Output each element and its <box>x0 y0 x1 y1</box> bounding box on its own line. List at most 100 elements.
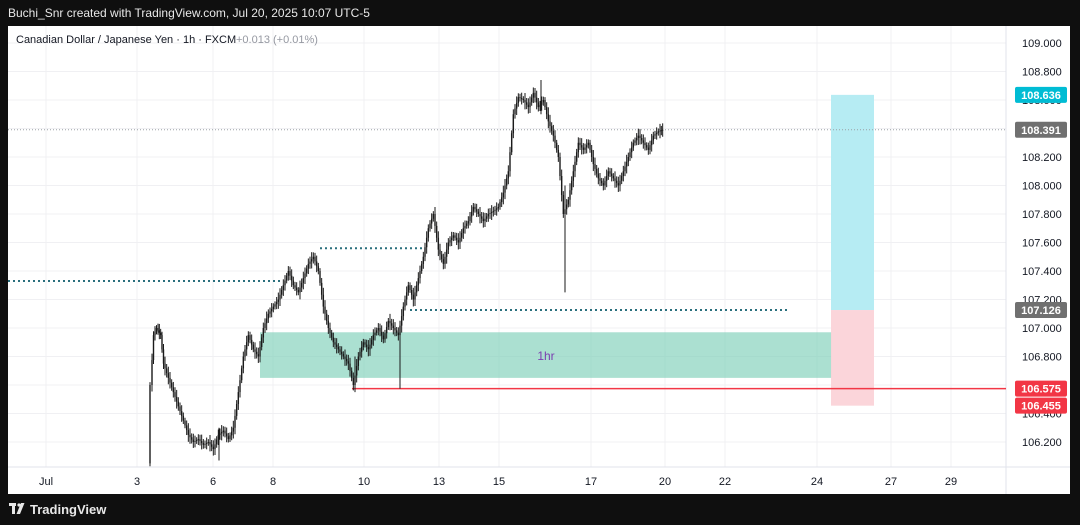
candle-body <box>452 235 455 238</box>
candle-body <box>655 132 658 135</box>
candle-body <box>382 335 385 340</box>
candle-body <box>529 102 531 108</box>
candle-body <box>257 354 260 357</box>
x-tick-label: Jul <box>39 476 53 488</box>
candle-body <box>520 98 523 100</box>
candle-body <box>480 216 483 219</box>
candle-body <box>384 333 386 340</box>
candle-body <box>155 328 158 332</box>
candle-body <box>565 204 568 210</box>
candle-body <box>202 442 205 445</box>
candle-body <box>204 443 206 445</box>
candle-body <box>604 180 606 186</box>
candle-body <box>264 323 266 328</box>
candle-body <box>575 152 578 162</box>
candle-body <box>359 351 361 357</box>
candle-body <box>645 145 648 148</box>
candle-body <box>619 180 621 186</box>
candle-body <box>370 339 373 345</box>
tradingview-logo-icon <box>9 503 25 514</box>
chart-frame[interactable]: 1hr109.000108.800108.600108.400108.20010… <box>8 26 1070 494</box>
candle-body <box>275 301 278 305</box>
candle-body <box>355 366 358 376</box>
candle-body <box>574 161 576 172</box>
candle-body <box>614 178 616 181</box>
candle-body <box>347 361 350 364</box>
candle-body <box>319 271 321 283</box>
candle-body <box>255 351 258 355</box>
candle-body <box>484 218 486 222</box>
candle-body <box>605 176 608 181</box>
candle-body <box>222 430 225 433</box>
candle-body <box>629 152 631 157</box>
candle-body <box>661 129 664 131</box>
candle-body <box>477 211 480 214</box>
candle-body <box>380 331 383 336</box>
candle-body <box>459 237 461 243</box>
candle-body <box>542 100 545 103</box>
price-chart[interactable]: 1hr109.000108.800108.600108.400108.20010… <box>8 26 1070 494</box>
candle-body <box>265 318 268 324</box>
candle-body <box>640 138 643 141</box>
candle-body <box>375 330 378 333</box>
candle-body <box>182 415 185 421</box>
candle-body <box>519 97 521 99</box>
x-tick-label: 6 <box>210 476 216 488</box>
candle-body <box>372 335 375 340</box>
y-tick-label: 106.200 <box>1022 437 1062 449</box>
candle-body <box>512 114 515 134</box>
candle-body <box>592 157 595 165</box>
candle-body <box>180 411 183 416</box>
footer-bar: TradingView <box>0 494 1080 525</box>
candle-body <box>285 275 288 281</box>
position-target-zone[interactable] <box>831 94 874 311</box>
candle-body <box>487 214 490 217</box>
candle-body <box>367 347 370 350</box>
candle-body <box>652 135 655 141</box>
candle-body <box>262 328 265 338</box>
candle-body <box>577 142 580 153</box>
candle-body <box>610 173 613 176</box>
x-tick-label: 29 <box>945 476 957 488</box>
candle-body <box>200 441 203 443</box>
candle-body <box>151 360 153 385</box>
candle-body <box>252 344 255 350</box>
candle-body <box>157 328 159 331</box>
y-tick-label: 106.800 <box>1022 352 1062 364</box>
candle-body <box>352 377 355 385</box>
candle-body <box>627 157 630 162</box>
candle-body <box>590 149 593 157</box>
candle-body <box>210 444 213 447</box>
candle-body <box>317 266 320 271</box>
candle-body <box>154 331 156 336</box>
position-stop-zone[interactable] <box>831 310 874 406</box>
candle-body <box>194 441 196 442</box>
candle-body <box>415 285 418 293</box>
candle-body <box>302 278 305 283</box>
candle-body <box>530 97 533 103</box>
candle-body <box>335 344 338 347</box>
candle-body <box>625 161 628 167</box>
y-tick-label: 107.800 <box>1022 209 1062 221</box>
candle-body <box>437 237 440 250</box>
candle-body <box>587 142 590 146</box>
candle-body <box>535 97 538 103</box>
candle-body <box>215 439 218 445</box>
candle-body <box>429 223 431 229</box>
candle-body <box>427 228 430 238</box>
candle-body <box>277 299 280 302</box>
candle-body <box>534 92 536 98</box>
candle-body <box>445 249 448 257</box>
candle-body <box>162 349 165 364</box>
candle-body <box>339 349 341 352</box>
candle-body <box>250 339 253 345</box>
candle-body <box>334 342 336 345</box>
candle-body <box>464 225 466 229</box>
candle-body <box>474 206 476 210</box>
candle-body <box>560 176 563 195</box>
candle-body <box>310 259 313 262</box>
price-label: 107.126 <box>1021 305 1061 317</box>
chart-title: Canadian Dollar / Japanese Yen · 1h · FX… <box>16 34 236 46</box>
candle-body <box>514 108 516 115</box>
candle-body <box>390 323 393 326</box>
